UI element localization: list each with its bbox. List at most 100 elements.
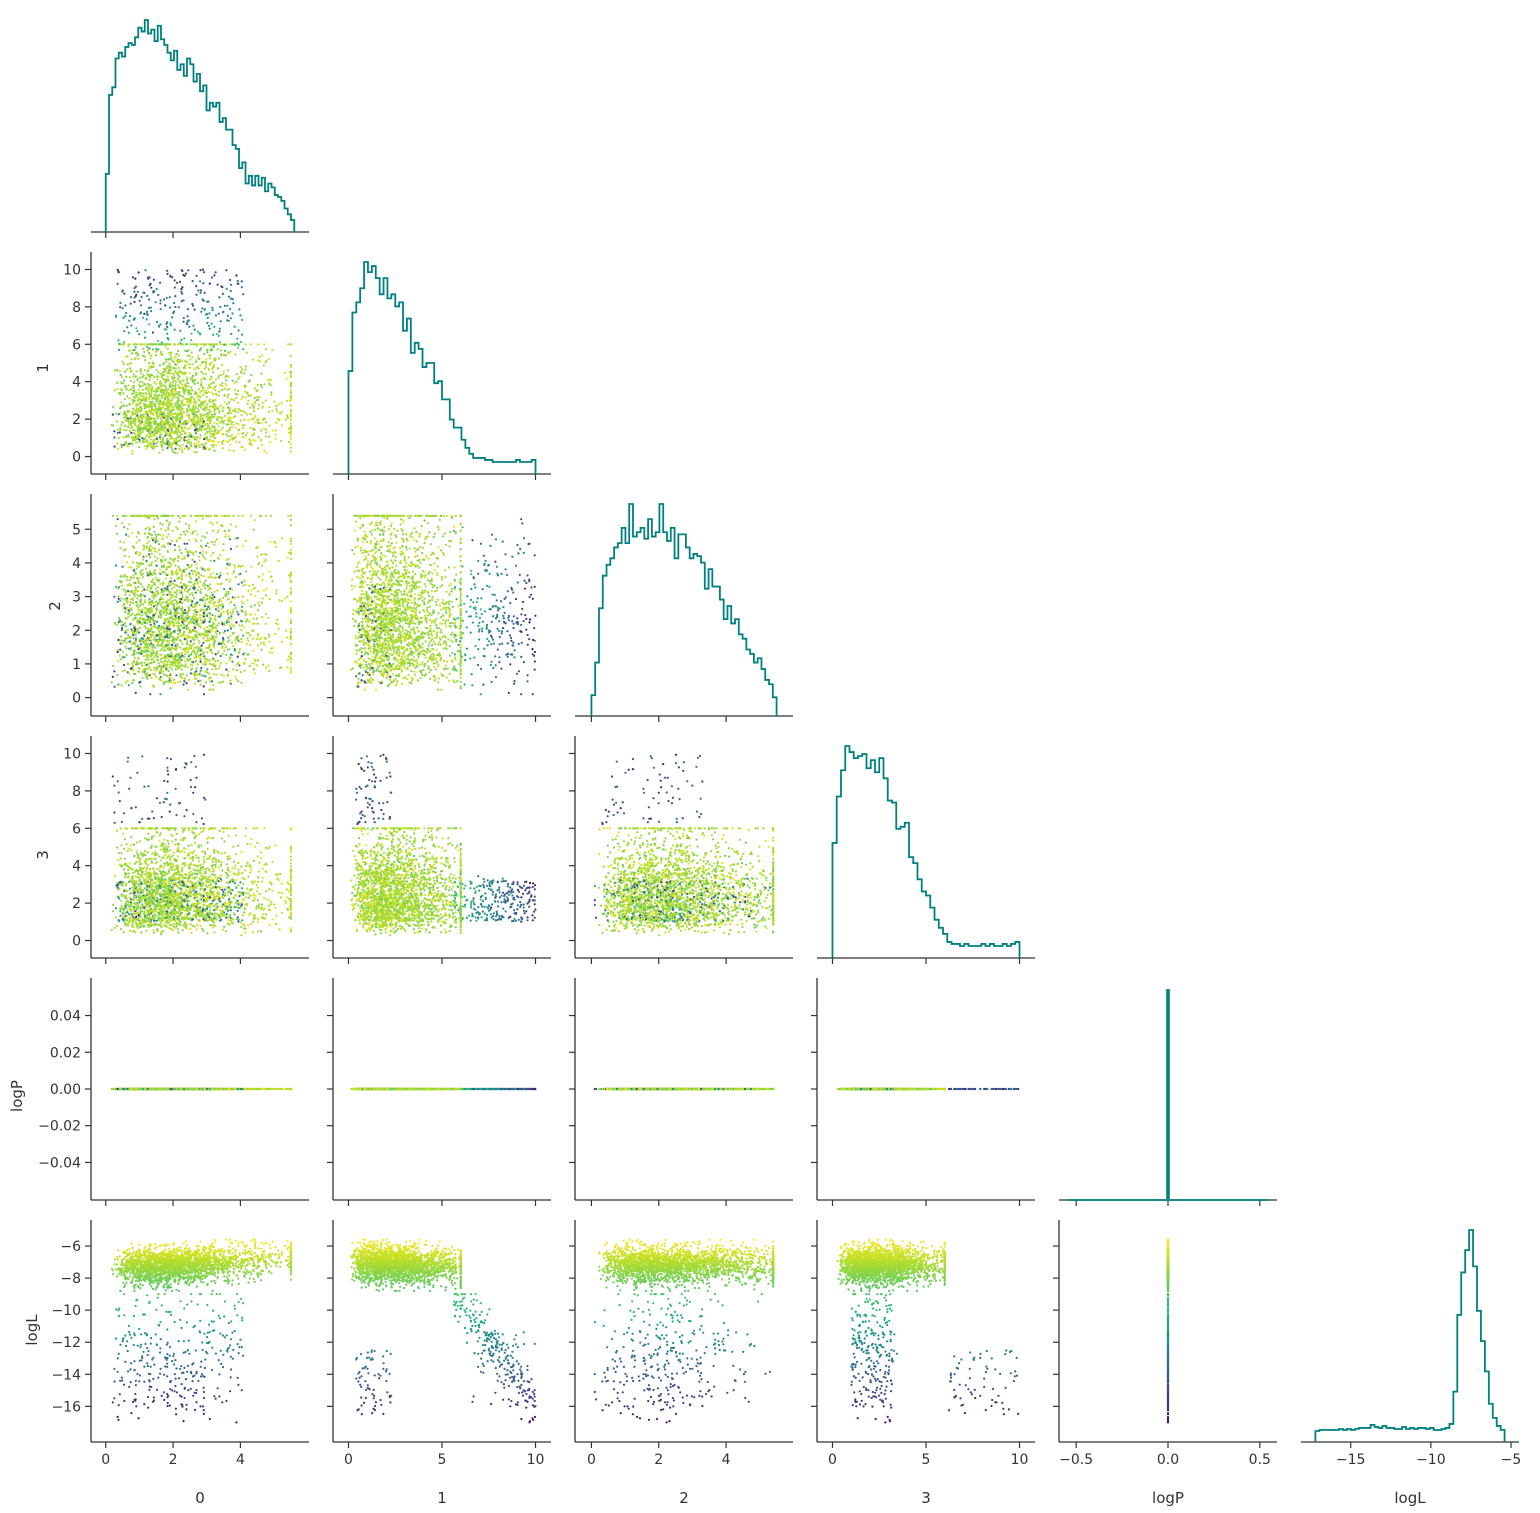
- scatter-point: [166, 442, 168, 444]
- scatter-point: [192, 436, 194, 438]
- scatter-point: [174, 306, 176, 308]
- scatter-point: [132, 679, 134, 681]
- scatter-point: [190, 445, 192, 447]
- scatter-point: [123, 341, 125, 343]
- scatter-point: [128, 611, 130, 613]
- scatter-point: [129, 640, 131, 642]
- scatter-point: [241, 319, 243, 321]
- scatter-point: [187, 591, 189, 593]
- scatter-point: [128, 684, 130, 686]
- scatter-point: [137, 435, 139, 437]
- scatter-point: [244, 611, 246, 613]
- scatter-point: [200, 574, 202, 576]
- scatter-point: [239, 624, 241, 626]
- scatter-point: [192, 664, 194, 666]
- scatter-point: [199, 434, 201, 436]
- scatter-point: [194, 406, 196, 408]
- scatter-point: [172, 530, 174, 532]
- scatter-point: [196, 294, 198, 296]
- scatter-point: [146, 545, 148, 547]
- scatter-point: [184, 390, 186, 392]
- scatter-point: [168, 401, 170, 403]
- scatter-point: [215, 605, 217, 607]
- scatter-point: [237, 596, 239, 598]
- scatter-point: [117, 283, 119, 285]
- scatter-point: [179, 431, 181, 433]
- scatter-point: [234, 675, 236, 677]
- scatter-point: [209, 422, 211, 424]
- scatter-point: [204, 413, 206, 415]
- scatter-point: [228, 535, 230, 537]
- scatter-point: [216, 538, 218, 540]
- scatter-point: [162, 374, 164, 376]
- scatter-point: [213, 364, 215, 366]
- scatter-point: [123, 444, 125, 446]
- scatter-point: [153, 667, 155, 669]
- scatter-point: [210, 391, 212, 393]
- scatter-point: [225, 567, 227, 569]
- scatter-point: [169, 616, 171, 618]
- scatter-point: [194, 561, 196, 563]
- scatter-point: [131, 358, 133, 360]
- scatter-point: [203, 693, 205, 695]
- scatter-0-1: [111, 269, 292, 455]
- scatter-point: [230, 523, 232, 525]
- scatter-point: [198, 559, 200, 561]
- scatter-point: [172, 432, 174, 434]
- scatter-point: [216, 394, 218, 396]
- scatter-point: [245, 365, 247, 367]
- scatter-point: [177, 630, 179, 632]
- scatter-point: [166, 270, 168, 272]
- scatter-point: [166, 520, 168, 522]
- scatter-point: [166, 636, 168, 638]
- scatter-point: [191, 389, 193, 391]
- scatter-point: [201, 599, 203, 601]
- scatter-point: [161, 395, 163, 397]
- scatter-point: [263, 450, 265, 452]
- scatter-point: [125, 405, 127, 407]
- scatter-point: [166, 333, 168, 335]
- scatter-point: [164, 636, 166, 638]
- scatter-point: [167, 348, 169, 350]
- scatter-point: [214, 541, 216, 543]
- scatter-point: [181, 403, 183, 405]
- scatter-point: [217, 531, 219, 533]
- scatter-point: [195, 401, 197, 403]
- scatter-point: [160, 444, 162, 446]
- scatter-point: [223, 422, 225, 424]
- scatter-point: [206, 403, 208, 405]
- scatter-point: [216, 419, 218, 421]
- y-tick-label: 0: [72, 450, 81, 466]
- scatter-point: [236, 545, 238, 547]
- scatter-point: [211, 441, 213, 443]
- scatter-point: [177, 681, 179, 683]
- scatter-point: [120, 381, 122, 383]
- scatter-point: [267, 617, 269, 619]
- scatter-point: [134, 595, 136, 597]
- scatter-point: [228, 659, 230, 661]
- scatter-point: [205, 373, 207, 375]
- scatter-point: [172, 442, 174, 444]
- scatter-point: [237, 429, 239, 431]
- scatter-point: [263, 641, 265, 643]
- scatter-point: [138, 333, 140, 335]
- scatter-point: [200, 404, 202, 406]
- scatter-point: [130, 609, 132, 611]
- scatter-point: [281, 411, 283, 413]
- scatter-point: [253, 663, 255, 665]
- scatter-point: [168, 435, 170, 437]
- scatter-point: [138, 668, 140, 670]
- scatter-point: [134, 433, 136, 435]
- scatter-point: [247, 640, 249, 642]
- scatter-point: [204, 602, 206, 604]
- scatter-point: [158, 543, 160, 545]
- scatter-point: [164, 369, 166, 371]
- scatter-point: [234, 596, 236, 598]
- scatter-point: [189, 358, 191, 360]
- scatter-point: [145, 436, 147, 438]
- scatter-point: [205, 447, 207, 449]
- scatter-point: [261, 565, 263, 567]
- scatter-point: [128, 332, 130, 334]
- scatter-point: [189, 391, 191, 393]
- scatter-point: [228, 581, 230, 583]
